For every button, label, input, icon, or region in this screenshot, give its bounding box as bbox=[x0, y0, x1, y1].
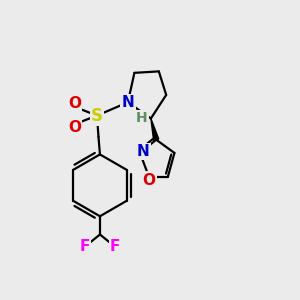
Text: S: S bbox=[91, 106, 103, 124]
Text: N: N bbox=[122, 95, 134, 110]
Text: O: O bbox=[68, 120, 81, 135]
Text: H: H bbox=[136, 111, 148, 125]
Polygon shape bbox=[151, 118, 159, 140]
Text: F: F bbox=[110, 239, 120, 254]
Text: O: O bbox=[68, 96, 81, 111]
Text: O: O bbox=[142, 172, 155, 188]
Text: N: N bbox=[136, 144, 149, 159]
Text: F: F bbox=[80, 239, 90, 254]
